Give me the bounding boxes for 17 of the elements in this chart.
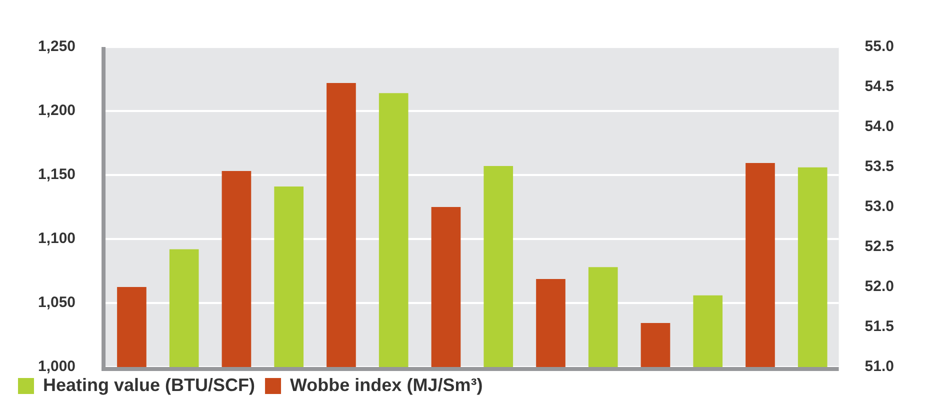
y2-tick-label: 51.5 [864,318,894,336]
legend-label: Heating value (BTU/SCF) [43,374,256,395]
y-tick-label: 1,200 [38,102,76,120]
y-tick-label: 1,100 [38,230,76,248]
y2-tick-label: 53.0 [864,198,894,216]
y-tick-label: 1,150 [38,166,76,184]
y2-tick-label: 53.5 [864,158,894,176]
y2-tick-label: 55.0 [864,38,894,56]
y2-tick-label: 51.0 [864,358,894,376]
legend-label: Wobbe index (MJ/Sm³) [290,374,483,395]
y-tick-label: 1,250 [38,38,76,56]
y2-tick-label: 54.0 [864,118,894,136]
y2-tick-label: 52.0 [864,278,894,296]
y2-tick-label: 52.5 [864,238,894,256]
y-tick-label: 1,050 [38,294,76,312]
y-tick-label: 1,000 [38,358,76,376]
y2-tick-label: 54.5 [864,78,894,96]
